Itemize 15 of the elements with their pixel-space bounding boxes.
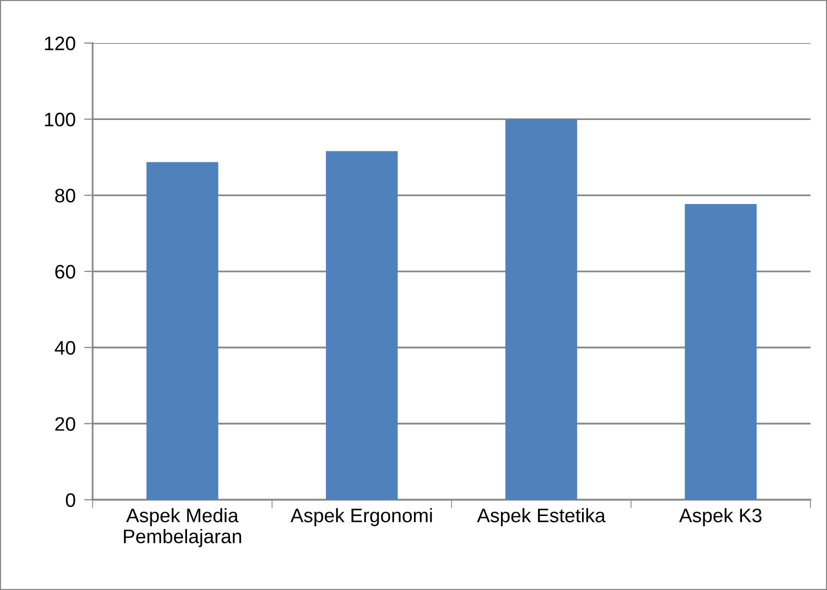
y-tick-label: 20 <box>55 417 76 431</box>
y-tick-label: 40 <box>54 340 76 355</box>
bar <box>505 119 578 500</box>
bar <box>146 162 218 500</box>
x-tick-label: Aspek K3 <box>679 508 762 526</box>
x-tick-label: Aspek Media Pembelajaran <box>124 508 242 548</box>
y-tick-label: 60 <box>55 264 76 279</box>
y-tick-label: 0 <box>66 493 76 507</box>
bar <box>684 204 757 500</box>
x-tick-label: Aspek Ergonomi <box>290 508 432 526</box>
bar <box>326 151 398 500</box>
y-tick-label: 80 <box>55 188 76 203</box>
y-tick-label: 120 <box>45 36 76 50</box>
y-tick-label: 100 <box>45 112 76 126</box>
x-tick-label: Aspek Estetika <box>477 508 606 526</box>
